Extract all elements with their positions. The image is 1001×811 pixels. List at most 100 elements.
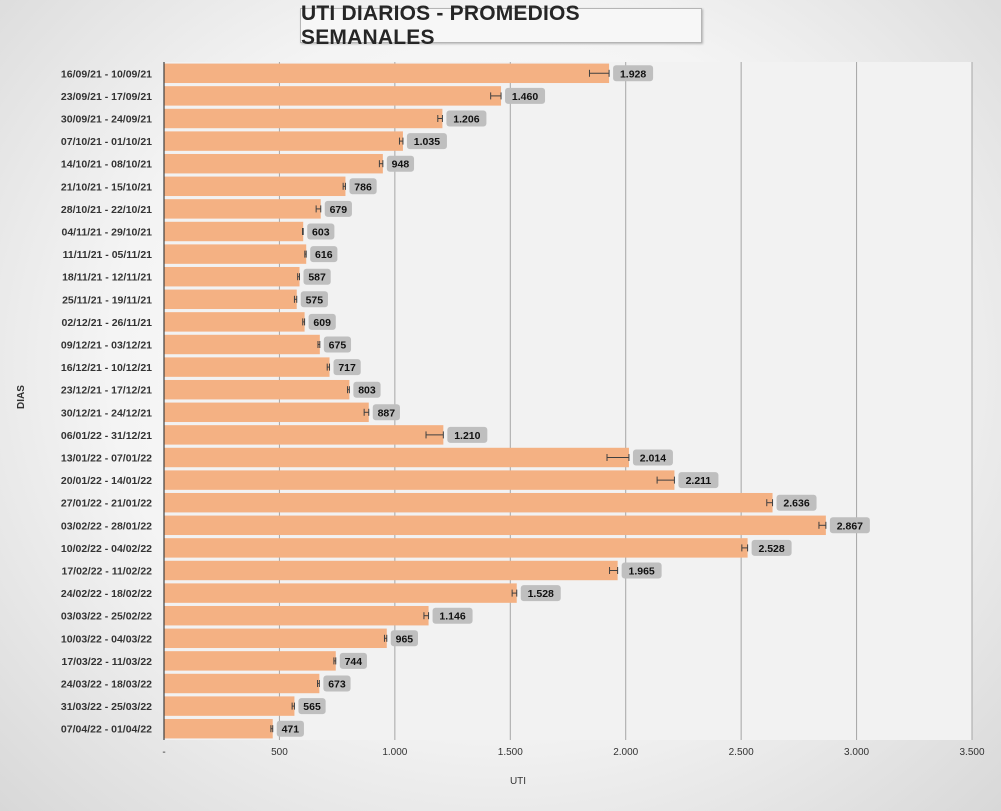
data-label: 2.014 xyxy=(640,453,666,465)
category-label: 09/12/21 - 03/12/21 xyxy=(61,340,152,352)
data-label-box xyxy=(520,585,561,602)
category-label: 17/02/22 - 11/02/22 xyxy=(62,566,153,578)
bar xyxy=(164,221,304,242)
bar xyxy=(164,312,305,332)
data-label-box xyxy=(678,472,719,489)
data-label: 2.211 xyxy=(686,475,712,487)
category-label: 03/02/22 - 28/01/22 xyxy=(61,520,152,532)
bar xyxy=(164,131,403,151)
category-label: 16/12/21 - 10/12/21 xyxy=(61,362,152,374)
bar xyxy=(164,402,369,423)
data-label-box xyxy=(505,87,546,104)
bar xyxy=(164,153,383,174)
bar xyxy=(164,425,444,445)
bar xyxy=(164,199,321,219)
data-label: 575 xyxy=(306,294,324,306)
x-tick-label: 500 xyxy=(271,747,288,758)
category-label: 16/09/21 - 10/09/21 xyxy=(61,68,152,80)
category-label: 14/10/21 - 08/10/21 xyxy=(61,159,152,171)
data-label: 587 xyxy=(308,272,326,284)
data-label: 744 xyxy=(345,656,363,668)
bar xyxy=(164,515,826,536)
data-label: 1.210 xyxy=(454,430,480,442)
data-label-box xyxy=(776,494,817,511)
data-label: 1.928 xyxy=(620,68,646,80)
bar xyxy=(164,696,295,716)
category-label: 07/04/22 - 01/04/22 xyxy=(61,724,152,736)
data-label-box xyxy=(323,675,351,692)
data-label-box xyxy=(300,291,328,308)
category-label: 03/03/22 - 25/02/22 xyxy=(61,611,152,623)
category-label: 25/11/21 - 19/11/21 xyxy=(62,294,152,306)
data-label-box xyxy=(307,223,335,240)
data-label: 609 xyxy=(313,317,331,329)
category-label: 27/01/22 - 21/01/22 xyxy=(61,498,152,510)
data-label: 675 xyxy=(329,340,347,352)
data-label: 786 xyxy=(354,181,372,193)
bar xyxy=(164,266,300,287)
category-label: 04/11/21 - 29/10/21 xyxy=(62,227,153,239)
bar xyxy=(164,583,517,603)
category-label: 30/12/21 - 24/12/21 xyxy=(61,407,152,419)
category-label: 02/12/21 - 26/11/21 xyxy=(62,317,153,329)
bar xyxy=(164,470,675,490)
data-label: 565 xyxy=(303,701,321,713)
bar xyxy=(164,108,443,129)
category-label: 31/03/22 - 25/03/22 xyxy=(61,701,152,713)
x-tick-label: 3.000 xyxy=(844,747,869,758)
data-label-box xyxy=(390,630,418,647)
bar xyxy=(164,447,629,468)
data-label-box xyxy=(324,200,352,217)
data-label: 965 xyxy=(396,633,414,645)
x-tick-label: 2.000 xyxy=(613,747,638,758)
bar xyxy=(164,334,320,355)
data-label-box xyxy=(353,381,381,398)
data-label-box xyxy=(386,155,415,172)
x-tick-label: - xyxy=(162,747,165,758)
data-label-box xyxy=(447,426,488,443)
data-label-box xyxy=(298,698,326,715)
data-label: 471 xyxy=(282,724,300,736)
data-label-box xyxy=(308,313,336,330)
category-label: 24/03/22 - 18/03/22 xyxy=(61,679,152,691)
bar xyxy=(164,628,387,649)
category-label: 18/11/21 - 12/11/21 xyxy=(62,272,152,284)
data-label-box xyxy=(276,720,304,737)
bar xyxy=(164,718,273,739)
data-label: 1.460 xyxy=(512,91,538,103)
data-label: 603 xyxy=(312,227,330,239)
data-label: 1.965 xyxy=(628,566,654,578)
bar xyxy=(164,86,502,106)
x-tick-label: 1.500 xyxy=(498,747,523,758)
data-label: 948 xyxy=(392,159,410,171)
plot-area xyxy=(164,62,972,740)
data-label: 1.528 xyxy=(528,588,554,600)
data-label: 2.636 xyxy=(783,498,809,510)
data-label-box xyxy=(333,359,361,376)
bar xyxy=(164,244,307,264)
category-label: 21/10/21 - 15/10/21 xyxy=(61,181,152,193)
x-tick-label: 3.500 xyxy=(959,747,984,758)
data-label: 887 xyxy=(378,407,396,419)
data-label-box xyxy=(751,539,792,556)
bar xyxy=(164,357,330,377)
data-label: 673 xyxy=(328,679,346,691)
data-label-box xyxy=(323,336,352,353)
category-label: 11/11/21 - 05/11/21 xyxy=(63,249,152,261)
bar xyxy=(164,673,320,694)
x-axis-title: UTI xyxy=(510,776,526,787)
data-label: 679 xyxy=(330,204,348,216)
data-label-box xyxy=(621,562,662,579)
data-label: 717 xyxy=(338,362,356,374)
category-label: 10/02/22 - 04/02/22 xyxy=(61,543,152,555)
bar xyxy=(164,63,610,84)
data-label: 2.867 xyxy=(837,520,863,532)
bar xyxy=(164,651,336,671)
category-label: 13/01/22 - 07/01/22 xyxy=(61,453,152,465)
data-label: 2.528 xyxy=(758,543,784,555)
data-label: 1.146 xyxy=(439,611,465,623)
y-axis-title: DIAS xyxy=(16,385,27,409)
category-label: 07/10/21 - 01/10/21 xyxy=(61,136,152,148)
